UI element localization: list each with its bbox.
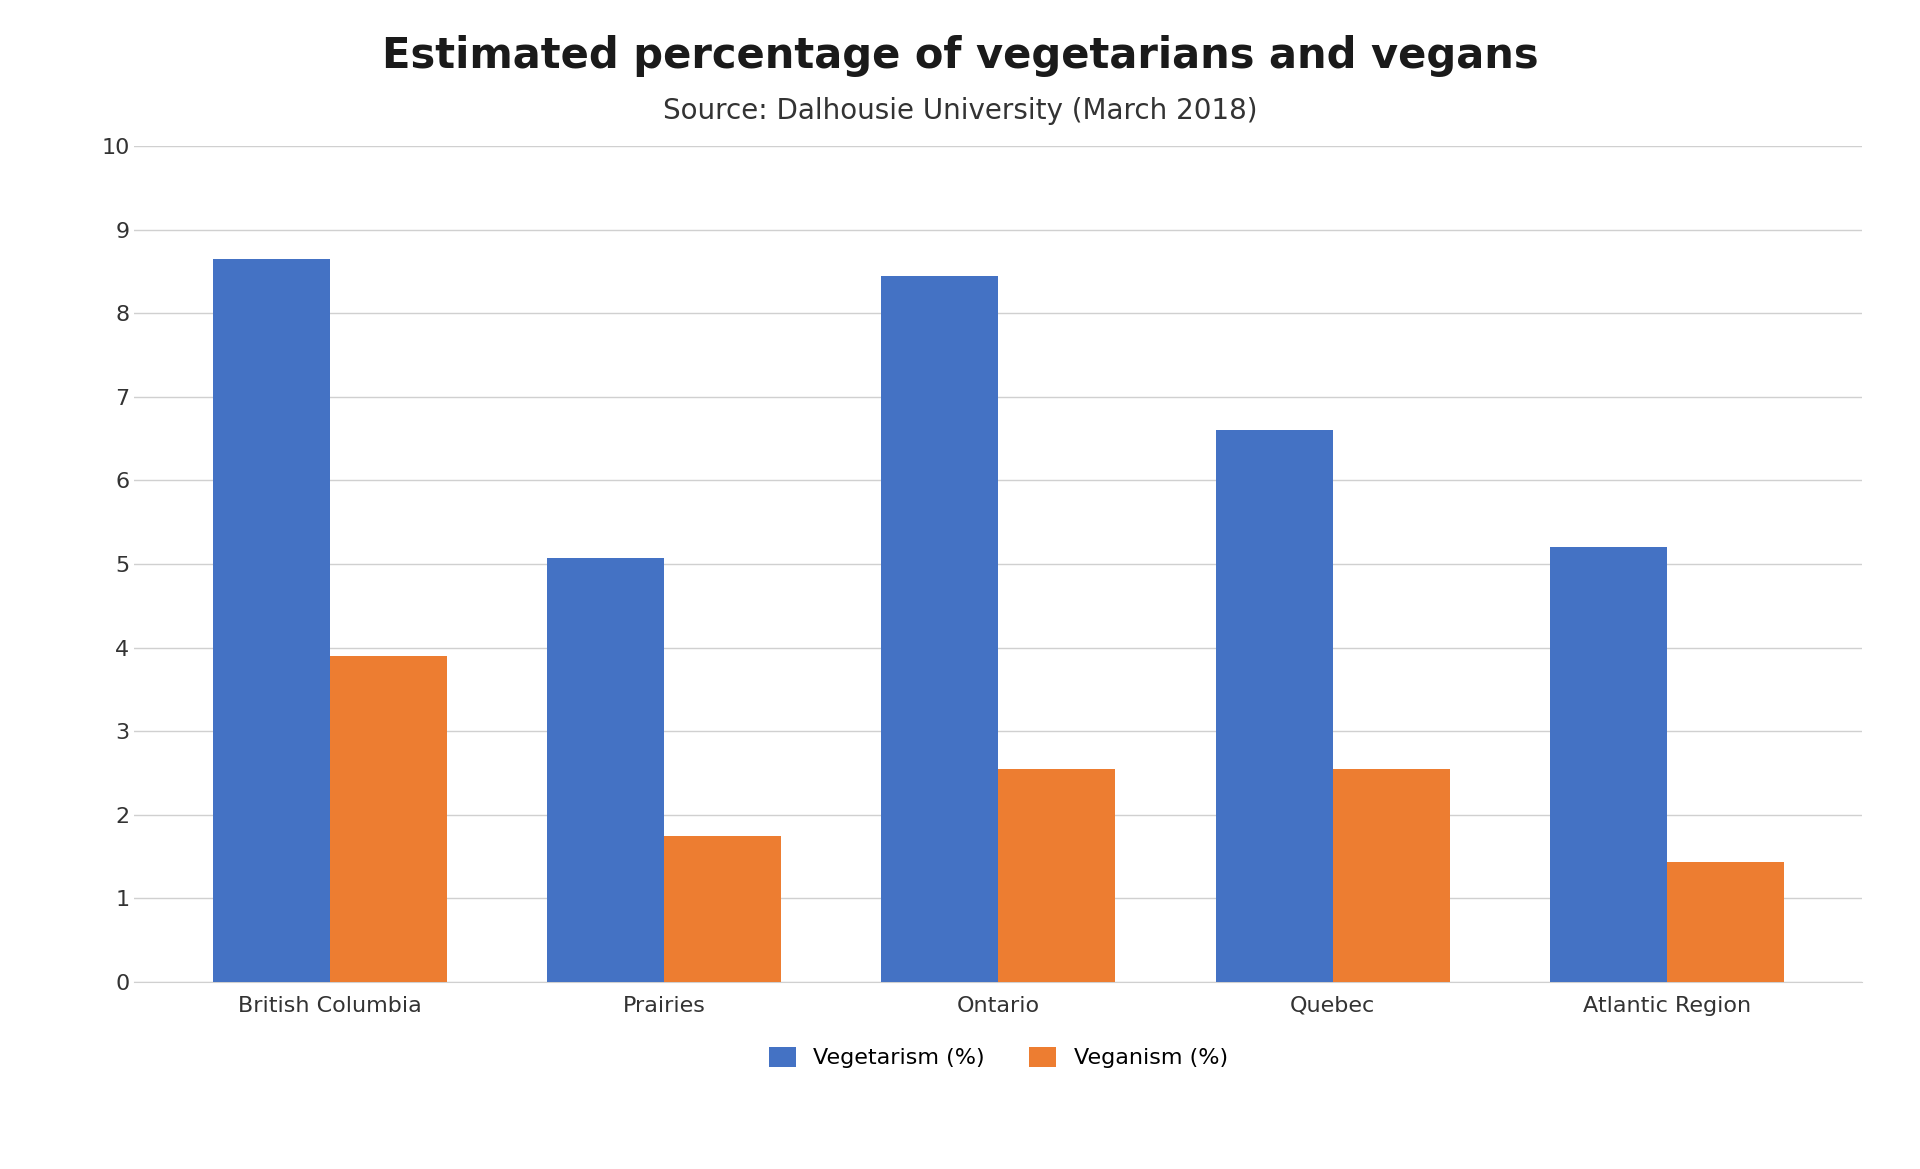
Bar: [1667, 863, 1784, 982]
Bar: [547, 558, 664, 982]
Bar: [213, 260, 330, 982]
Bar: [664, 836, 781, 982]
Legend: Vegetarism (%), Veganism (%): Vegetarism (%), Veganism (%): [758, 1036, 1238, 1079]
Bar: [330, 656, 447, 982]
Text: Source: Dalhousie University (March 2018): Source: Dalhousie University (March 2018…: [662, 97, 1258, 125]
Bar: [1549, 547, 1667, 982]
Bar: [1332, 769, 1450, 982]
Bar: [881, 276, 998, 982]
Bar: [1215, 430, 1332, 982]
Bar: [998, 769, 1116, 982]
Text: Estimated percentage of vegetarians and vegans: Estimated percentage of vegetarians and …: [382, 35, 1538, 77]
